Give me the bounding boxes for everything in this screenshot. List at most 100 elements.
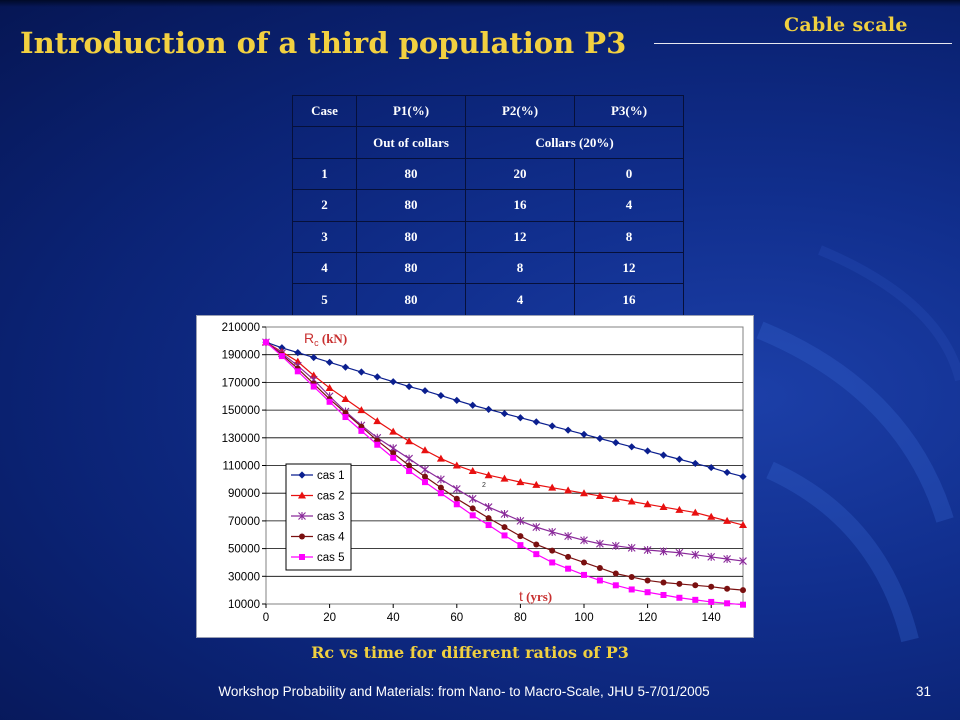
data-point xyxy=(373,417,382,425)
y-tick-label: 130000 xyxy=(222,433,260,445)
data-point xyxy=(611,541,620,550)
rc-vs-time-chart: 10000 30000 50000 70000 90000 110000 130000 150… xyxy=(222,322,747,624)
data-point xyxy=(691,550,700,559)
data-point xyxy=(500,409,509,418)
data-point xyxy=(469,401,477,409)
legend-marker xyxy=(298,512,306,520)
data-point xyxy=(564,532,572,541)
legend-marker-shape xyxy=(299,554,305,560)
data-point xyxy=(342,414,349,421)
data-point xyxy=(310,383,317,390)
data-point xyxy=(644,577,651,584)
y-tick-label: 90000 xyxy=(228,488,260,500)
data-point xyxy=(724,585,731,592)
data-point xyxy=(660,591,667,598)
data-point xyxy=(358,427,365,434)
data-point xyxy=(644,447,652,455)
data-point xyxy=(357,406,366,414)
data-point xyxy=(374,441,381,448)
data-point xyxy=(421,387,429,395)
x-axis-label-unit: (yrs) xyxy=(523,589,552,604)
table-cell: 80 xyxy=(356,251,466,285)
data-point xyxy=(453,396,461,405)
data-point xyxy=(644,589,651,596)
data-point xyxy=(341,395,350,403)
decor-arc-1 xyxy=(756,321,954,523)
chart-caption: Rc vs time for different ratios of P3 xyxy=(311,643,629,662)
data-point xyxy=(596,564,603,571)
data-point xyxy=(516,516,525,525)
x-tick-label: 100 xyxy=(574,612,593,624)
legend-label: cas 4 xyxy=(317,532,345,544)
header-p3: P3(%) xyxy=(574,94,684,128)
y-tick-label: 170000 xyxy=(222,377,260,389)
legend-marker xyxy=(298,491,306,499)
data-point xyxy=(692,582,699,589)
data-point xyxy=(452,485,461,494)
header-p1: P1(%) xyxy=(356,94,466,128)
data-point xyxy=(708,598,715,605)
data-point xyxy=(675,505,684,513)
table-cell: 1 xyxy=(292,157,357,191)
data-point xyxy=(453,501,460,508)
legend-label: cas 3 xyxy=(317,511,345,523)
data-point xyxy=(565,565,572,572)
data-point xyxy=(628,573,635,580)
table-subheader-row: Out of collars Collars (20%) xyxy=(292,126,684,159)
series-4 xyxy=(263,339,746,594)
data-point xyxy=(595,491,604,499)
y-tick-label: 10000 xyxy=(228,599,260,611)
y-tick-label: 30000 xyxy=(228,571,260,583)
data-point xyxy=(452,461,461,469)
page-number: 31 xyxy=(916,684,932,699)
x-tick-label: 40 xyxy=(387,612,400,624)
x-tick-label: 0 xyxy=(263,612,269,624)
data-point xyxy=(707,552,716,561)
table-cell: 16 xyxy=(465,189,575,222)
data-point xyxy=(564,486,573,494)
y-tick-label: 150000 xyxy=(222,405,260,417)
data-point xyxy=(484,471,493,479)
table-cell: 12 xyxy=(465,220,575,253)
table-row: 1 80 20 0 xyxy=(292,157,684,191)
table-row: 2 80 16 4 xyxy=(292,189,684,222)
data-point xyxy=(406,468,413,475)
population-table: Case P1(%) P2(%) P3(%) Out of collars Co… xyxy=(292,94,684,316)
data-point xyxy=(309,371,318,379)
legend-marker-shape xyxy=(298,471,306,479)
data-point xyxy=(707,463,715,472)
top-shadow-bar xyxy=(0,0,960,7)
data-point xyxy=(422,479,428,486)
data-point xyxy=(532,523,541,532)
data-point xyxy=(596,539,604,548)
data-point xyxy=(485,522,492,529)
table-cell: 80 xyxy=(356,157,466,191)
data-point xyxy=(643,545,652,554)
legend-label: cas 5 xyxy=(317,552,345,564)
data-point xyxy=(707,512,716,520)
legend-label: cas 2 xyxy=(317,491,345,503)
data-point xyxy=(326,398,333,405)
y-axis-label-sub: c xyxy=(314,338,319,348)
data-point xyxy=(740,587,746,594)
data-point xyxy=(501,532,508,539)
table-row: 3 80 12 8 xyxy=(292,220,684,253)
data-point xyxy=(341,363,350,371)
data-point xyxy=(691,508,700,516)
data-point xyxy=(580,489,588,497)
decor-arc-3 xyxy=(818,245,960,382)
data-point xyxy=(469,505,476,512)
data-point xyxy=(436,454,445,462)
table-row: 4 80 8 12 xyxy=(292,251,684,285)
data-point xyxy=(628,443,636,451)
x-axis-label: t (yrs) xyxy=(519,588,552,604)
data-point xyxy=(500,474,509,482)
data-point xyxy=(659,547,668,556)
y-axis-label-unit: (kN) xyxy=(319,331,348,346)
y-tick-label: 110000 xyxy=(222,461,260,473)
data-point xyxy=(739,557,747,566)
table-cell: 80 xyxy=(356,283,466,316)
data-point xyxy=(723,468,731,477)
table-cell: 4 xyxy=(292,251,357,285)
data-point xyxy=(453,495,460,502)
